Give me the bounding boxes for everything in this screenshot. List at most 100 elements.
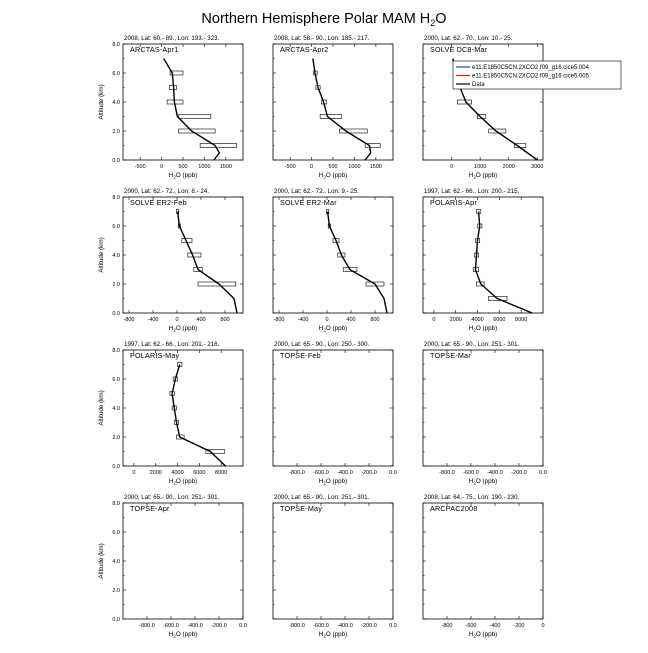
y-tick-label: 8.0 [112,42,120,48]
panel-header: 2000, Lat: 65.- 90., Lon: 251.- 301. [274,494,370,501]
x-tick-label: -400.0 [337,470,353,476]
x-tick-label: 1500 [220,164,232,170]
y-tick-label: 0.0 [112,617,120,623]
y-tick-label: 4.0 [112,100,120,106]
y-axis-label: Altitude (km) [98,84,105,119]
x-tick-label: 500 [178,164,187,170]
x-tick-label: -400 [297,317,308,323]
campaign-label: ARCPAC2008 [430,504,477,513]
data-profile-line [474,211,533,314]
x-axis-label: H2O (ppb) [169,172,197,180]
panel-8: 2000, Lat: 65.- 90., Lon: 250.- 300. -800… [272,341,397,486]
y-tick-label: 4.0 [112,559,120,565]
data-range-box [178,128,216,134]
data-profile-line [171,364,226,467]
x-axis-label-part: H [469,172,474,179]
data-profile-line [312,58,372,161]
x-tick-label: -200.0 [361,470,377,476]
x-tick-label: 0.0 [389,470,397,476]
x-axis-label-part: H [319,631,324,638]
x-axis-label-part: H [469,478,474,485]
panel-7: 1997, Lat: 62.- 66., Lon: 201.- 216. 0.0 2… [98,341,244,486]
figure-title: Northern Hemisphere Polar MAM H2O [201,11,446,28]
x-axis-label-part: H [169,325,174,332]
panel-4: 2000, Lat: 62.- 72., Lon: 8.- 24. 0.0 2.0 4… [98,188,244,333]
x-axis-label-part: O (ppb) [326,172,347,179]
x-tick-label: -800.0 [439,470,455,476]
x-axis-label: H2O (ppb) [169,325,197,333]
x-axis-label-part: O (ppb) [326,325,347,332]
panel-frame [422,196,544,314]
x-axis-label-part: O (ppb) [326,631,347,638]
x-axis-label: H2O (ppb) [319,631,347,639]
panel-header: 2000, Lat: 62.- 72., Lon: 8.- 24. [124,188,209,195]
panel-frame [272,349,394,467]
panel-header: 2000, Lat: 65.- 90., Lon: 251.- 301. [124,494,220,501]
campaign-label: POLARIS-May [130,351,180,360]
campaign-label: SOLVE ER2-Feb [130,198,187,207]
x-tick-label: -800 [273,317,284,323]
panel-frame [122,502,244,620]
panel-3: 2000, Lat: 62.- 70., Lon: 10.- 25. 0 1000 2… [422,35,622,180]
x-tick-label: 2000 [450,317,462,323]
x-tick-label: 3000 [531,164,543,170]
data-range-box [339,128,368,134]
x-axis-label-part: 2 [323,634,326,639]
x-axis-label-part: 2 [473,175,476,180]
x-tick-label: 4000 [171,470,183,476]
x-axis-label-part: O (ppb) [176,631,197,638]
x-tick-label: -600 [465,623,476,629]
x-tick-label: -200.0 [361,623,377,629]
x-axis-label: H2O (ppb) [169,631,197,639]
y-tick-label: 0.0 [112,158,120,164]
x-axis-label-part: H [169,631,174,638]
x-tick-label: -800.0 [289,623,305,629]
x-tick-label: 1500 [370,164,382,170]
x-tick-label: 800 [370,317,379,323]
campaign-label: TOPSE-Mar [430,351,471,360]
x-axis-label-part: O (ppb) [476,325,497,332]
x-tick-label: -200.0 [511,470,527,476]
x-axis-label: H2O (ppb) [319,325,347,333]
x-axis-label: H2O (ppb) [469,631,497,639]
x-axis-label-part: O (ppb) [176,325,197,332]
x-axis-label-part: O (ppb) [476,478,497,485]
data-profile-line [163,58,221,161]
panel-2: 2008, Lat: 58.- 90., Lon: 185.- 217. -500… [272,35,394,180]
x-tick-label: -200 [513,623,524,629]
x-tick-label: 0 [325,317,328,323]
x-axis-label-part: O (ppb) [476,631,497,638]
x-tick-label: 4000 [471,317,483,323]
x-tick-label: 400 [346,317,355,323]
x-axis-label: H2O (ppb) [469,325,497,333]
y-tick-label: 6.0 [112,224,120,230]
y-tick-label: 6.0 [112,71,120,77]
x-tick-label: 8000 [515,317,527,323]
panel-header: 2000, Lat: 65.- 90., Lon: 250.- 300. [274,341,370,348]
x-tick-label: -400 [489,623,500,629]
campaign-label: TOPSE-Feb [280,351,321,360]
x-tick-label: -400.0 [187,623,203,629]
x-axis-label-part: H [319,478,324,485]
x-tick-label: 6000 [193,470,205,476]
panel-frame [122,196,244,314]
panels-group: 2008, Lat: 60.- 89., Lon: 193.- 323.0.02… [98,35,622,639]
x-tick-label: -800.0 [139,623,155,629]
panel-frame [422,349,544,467]
x-tick-label: -400.0 [487,470,503,476]
y-tick-label: 2.0 [112,588,120,594]
data-range-box [205,449,225,454]
x-tick-label: -500 [285,164,296,170]
y-tick-label: 4.0 [112,253,120,259]
x-tick-label: -400 [147,317,158,323]
x-axis-label: H2O (ppb) [469,478,497,486]
data-range-box [169,70,184,76]
panel-header: 2008, Lat: 60.- 89., Lon: 193.- 323. [124,35,220,42]
x-tick-label: 0 [541,623,544,629]
x-tick-label: -600.0 [313,623,329,629]
panel-frame [272,196,394,314]
legend-entry: e11.E1850C5CN.2XCO2.f09_g16.cice5.005 [472,74,590,80]
campaign-label: ARCTAS-Apr1 [130,45,178,54]
